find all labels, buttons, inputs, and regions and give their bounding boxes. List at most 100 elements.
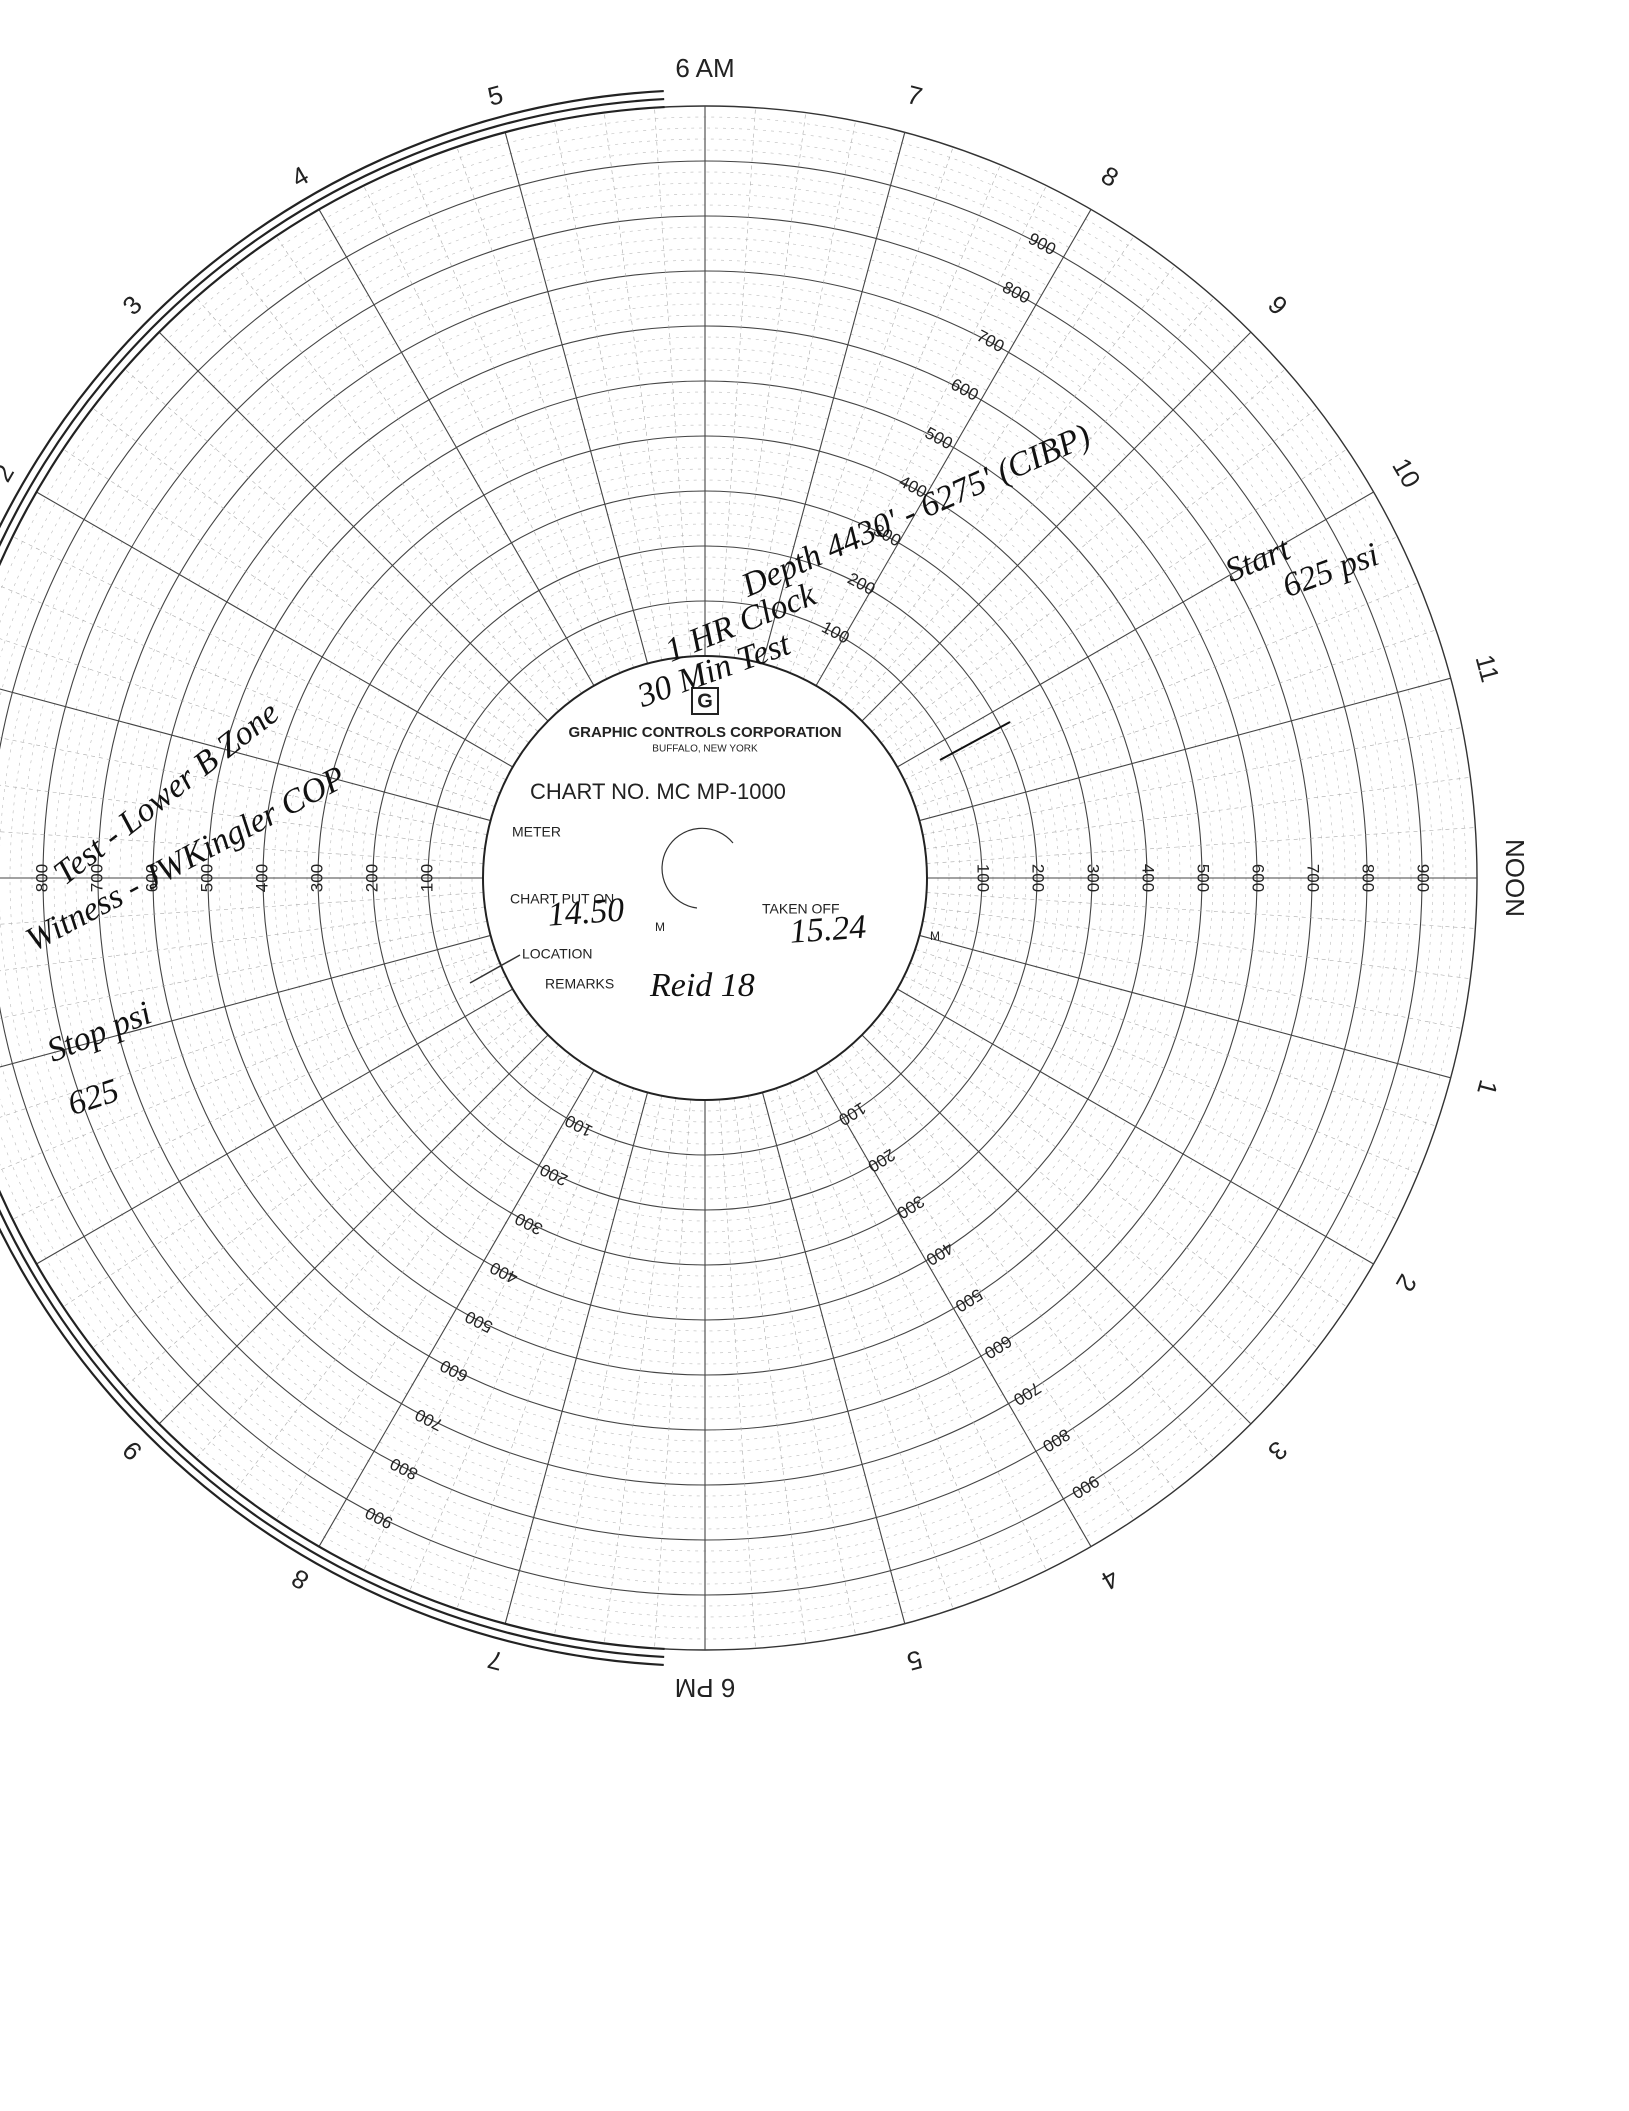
scale-label: 300 [1084,864,1103,892]
center-disc [482,655,928,1101]
time-line [748,120,856,661]
time-line [195,297,559,712]
time-line [275,235,582,694]
hour-line [815,1069,1092,1547]
scale-label: 400 [1139,864,1158,892]
logo-box [691,687,719,715]
time-line [909,962,1419,1174]
time-line [880,407,1318,744]
location-label: LOCATION [522,946,593,962]
hour-label: 6 AM [675,53,734,83]
put-on-label: CHART PUT ON [510,891,614,907]
hour-line [761,1092,906,1624]
hour-line [815,209,1092,687]
scale-label: 300 [307,864,326,892]
hour-line [861,331,1252,722]
time-line [603,112,677,658]
time-line [12,536,507,781]
taken-off-label: TAKEN OFF [762,901,840,917]
time-line [828,235,1135,694]
handwritten-note: 14.50 [547,892,626,934]
hour-line [896,988,1374,1265]
time-line [776,146,954,668]
hour-line [504,1092,649,1624]
hour-band [0,89,664,1667]
hour-line [318,1069,595,1547]
time-line [889,1001,1348,1308]
time-line [926,827,1476,864]
time-line [234,265,571,703]
time-line [62,448,521,755]
scale-label: 700 [87,864,106,892]
meter-label: METER [512,824,561,840]
time-line [839,1053,1176,1491]
hour-line [761,132,906,664]
time-line [889,448,1348,755]
time-line [234,1053,571,1491]
hour-line [158,1034,549,1425]
time-line [851,1044,1215,1459]
scale-label: 100 [417,864,436,892]
time-line [0,737,488,835]
hour-line [504,132,649,664]
put-on-m: M [655,920,665,934]
time-line [0,949,495,1118]
hour-line [861,1034,1252,1425]
time-line [195,1044,559,1459]
time-line [554,120,662,661]
time-line [654,1099,691,1649]
time-line [92,1012,530,1349]
time-line [802,185,1047,680]
time-line [789,1082,1001,1592]
time-line [62,1001,521,1308]
scale-label: 800 [32,864,51,892]
time-line [0,585,501,794]
scale-label: 200 [1029,864,1048,892]
hour-band [0,105,665,1651]
time-line [871,368,1286,732]
time-line [363,185,608,680]
scale-label: 900 [1414,864,1433,892]
time-line [0,638,495,807]
time-line [776,1088,954,1610]
logo: G [697,690,713,712]
handwritten-note: Reid 18 [649,967,755,1004]
time-line [0,784,485,850]
time-line [0,892,484,925]
handwritten-note: 15.24 [789,909,868,951]
time-line [922,727,1463,835]
time-line [915,629,1437,807]
time-line [909,582,1419,794]
hour-band [0,97,665,1659]
chart-no: CHART NO. MC MP-1000 [530,779,786,804]
time-line [880,1012,1318,1349]
hour-line [0,688,491,822]
handwritten-stroke [939,721,1011,761]
time-line [915,949,1437,1127]
time-line [275,1062,582,1521]
scale-label: 400 [252,864,271,892]
time-line [554,1095,662,1636]
location-arrow [469,954,521,984]
remarks-label: REMARKS [545,976,614,992]
company: GRAPHIC CONTROLS CORPORATION [568,724,841,741]
scale-label: 500 [1194,864,1213,892]
time-line [0,921,488,1019]
scale-label: 500 [197,864,216,892]
scale-label: 700 [1304,864,1323,892]
time-line [871,1024,1286,1388]
time-line [828,1062,1135,1521]
time-line [802,1076,1047,1571]
hour-line [158,331,549,722]
time-line [903,536,1398,781]
city: BUFFALO, NEW YORK [652,744,758,755]
taken-off-m: M [930,929,940,943]
hour-line [318,209,595,687]
time-line [124,368,539,732]
time-line [925,906,1471,980]
time-line [839,265,1176,703]
scale-label: 600 [1249,864,1268,892]
hour-label: NOON [1500,839,1530,917]
time-line [748,1095,856,1636]
